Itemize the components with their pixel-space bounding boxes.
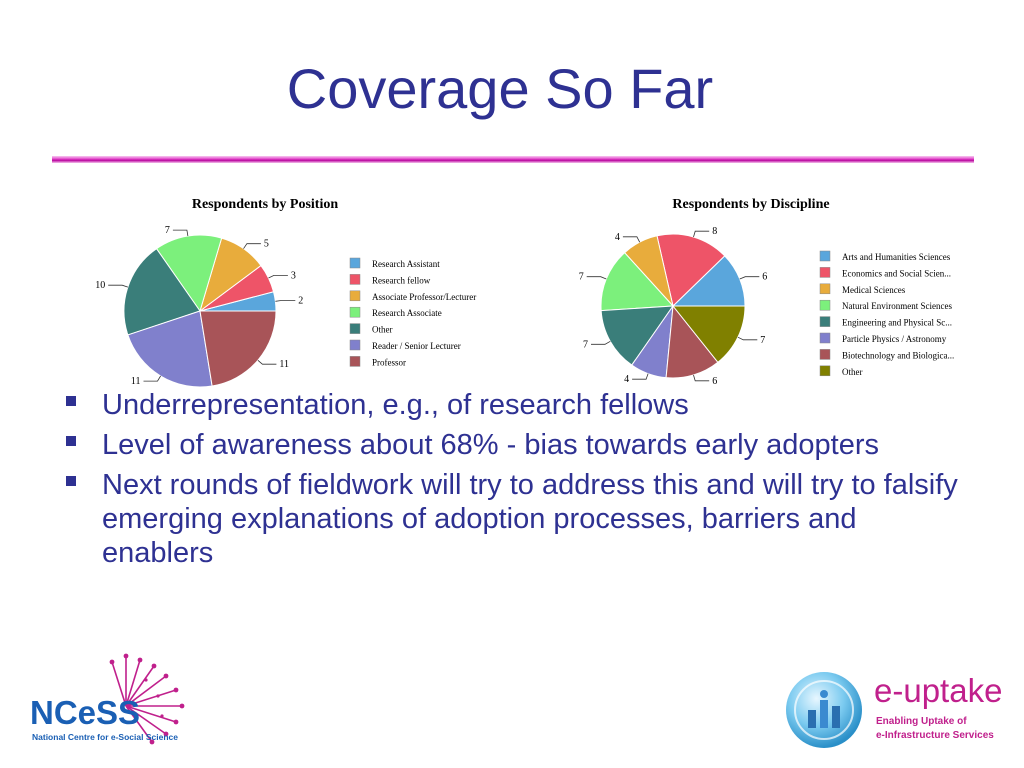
- slice-value-label: 4: [615, 232, 620, 243]
- legend-swatch: [819, 316, 831, 327]
- legend-swatch: [819, 283, 831, 295]
- bullet-item: Level of awareness about 68% - bias towa…: [64, 428, 964, 462]
- legend-label: Other: [372, 325, 393, 335]
- slice-leader-line: [268, 275, 288, 279]
- pie-chart-svg: Respondents by Discipline 6 Arts and Human…: [579, 197, 955, 387]
- slice-leader-line: [632, 373, 649, 380]
- slice-leader-line: [243, 243, 261, 249]
- legend-swatch: [819, 250, 831, 262]
- slice-value-label: 7: [579, 272, 584, 283]
- slice-value-label: 3: [291, 270, 296, 281]
- ncess-burst-icon: [109, 653, 185, 745]
- slice-leader-line: [591, 340, 611, 345]
- ncess-wordmark: NCeSS: [30, 694, 141, 731]
- legend-label: Economics and Social Scien...: [842, 268, 951, 278]
- slice-value-label: 6: [762, 272, 767, 283]
- legend-swatch: [819, 299, 831, 311]
- pie-slice: [656, 233, 726, 307]
- slice-value-label: 7: [165, 225, 170, 236]
- bullet-list: Underrepresentation, e.g., of research f…: [64, 388, 964, 576]
- chart-title: Respondents by Discipline: [672, 197, 829, 212]
- bullet-text: Underrepresentation, e.g., of research f…: [102, 389, 689, 421]
- legend-label: Research fellow: [372, 275, 431, 285]
- slice-value-label: 10: [95, 280, 105, 291]
- legend-swatch: [349, 339, 361, 351]
- bullet-square-icon: [66, 476, 76, 486]
- legend-label: Other: [842, 367, 863, 377]
- bullet-square-icon: [66, 396, 76, 406]
- bullet-square-icon: [66, 436, 76, 446]
- legend-label: Reader / Senior Lecturer: [372, 341, 461, 351]
- legend-label: Natural Environment Sciences: [842, 301, 952, 311]
- legend-label: Biotechnology and Biologica...: [842, 350, 954, 360]
- slice-leader-line: [257, 359, 277, 365]
- legend-swatch: [349, 306, 361, 318]
- legend-swatch: [349, 323, 361, 334]
- legend-swatch: [819, 365, 831, 377]
- slide-title: Coverage So Far: [286, 57, 714, 120]
- legend-label: Medical Sciences: [842, 285, 906, 295]
- slice-value-label: 2: [298, 296, 303, 307]
- euptake-tagline-2: e-Infrastructure Services: [876, 730, 994, 741]
- chart-respondents-by-discipline: Respondents by Discipline 6 Arts and Human…: [560, 190, 980, 390]
- slice-value-label: 7: [760, 335, 765, 346]
- slice-value-label: 11: [279, 359, 289, 370]
- legend-swatch: [819, 332, 831, 344]
- slice-leader-line: [172, 229, 189, 237]
- slice-leader-line: [622, 236, 641, 243]
- euptake-tagline-1: Enabling Uptake of: [876, 716, 967, 727]
- legend-swatch: [349, 290, 361, 302]
- pie-slice: [127, 310, 213, 388]
- pie-chart-svg: Respondents by Position 2 Research Assista…: [95, 197, 476, 388]
- euptake-wordmark: e-uptake: [874, 672, 1003, 709]
- slice-leader-line: [693, 230, 710, 238]
- legend-label: Engineering and Physical Sc...: [842, 318, 952, 328]
- ncess-tagline: National Centre for e-Social Science: [32, 732, 178, 742]
- legend-label: Professor: [372, 357, 406, 367]
- slice-value-label: 7: [583, 339, 588, 350]
- legend-swatch: [349, 356, 361, 367]
- slice-leader-line: [143, 375, 161, 382]
- legend-swatch: [819, 267, 831, 278]
- legend-label: Particle Physics / Astronomy: [842, 334, 947, 344]
- bullet-item: Underrepresentation, e.g., of research f…: [64, 388, 964, 422]
- slice-leader-line: [108, 284, 129, 288]
- euptake-globe-icon: [786, 672, 862, 748]
- legend-label: Arts and Humanities Sciences: [842, 252, 951, 262]
- slice-value-label: 6: [712, 376, 717, 387]
- slice-leader-line: [693, 374, 710, 382]
- slice-leader-line: [737, 336, 758, 341]
- bullet-text: Level of awareness about 68% - bias towa…: [102, 429, 879, 461]
- legend-swatch: [819, 349, 831, 360]
- legend-swatch: [349, 257, 361, 269]
- pie-slice: [671, 305, 746, 363]
- title-divider: [52, 156, 974, 163]
- bullet-item: Next rounds of fieldwork will try to add…: [64, 468, 964, 570]
- legend-swatch: [349, 274, 361, 285]
- slice-leader-line: [586, 276, 607, 280]
- chart-respondents-by-position: Respondents by Position 2 Research Assista…: [80, 190, 500, 390]
- euptake-logo: e-uptake Enabling Uptake of e-Infrastruc…: [780, 664, 1012, 760]
- slice-value-label: 8: [712, 226, 717, 237]
- legend-label: Research Associate: [372, 308, 442, 318]
- ncess-logo: NCeSS National Centre for e-Social Scien…: [26, 650, 226, 750]
- slice-value-label: 5: [264, 239, 269, 250]
- slice-value-label: 11: [131, 376, 141, 387]
- legend-label: Research Assistant: [372, 259, 440, 269]
- pie-slice: [199, 310, 277, 387]
- legend-label: Associate Professor/Lecturer: [372, 292, 476, 302]
- bullet-text: Next rounds of fieldwork will try to add…: [102, 469, 958, 569]
- chart-title: Respondents by Position: [192, 197, 338, 212]
- slice-value-label: 4: [624, 374, 629, 385]
- slice-leader-line: [739, 276, 760, 280]
- slice-leader-line: [275, 300, 296, 302]
